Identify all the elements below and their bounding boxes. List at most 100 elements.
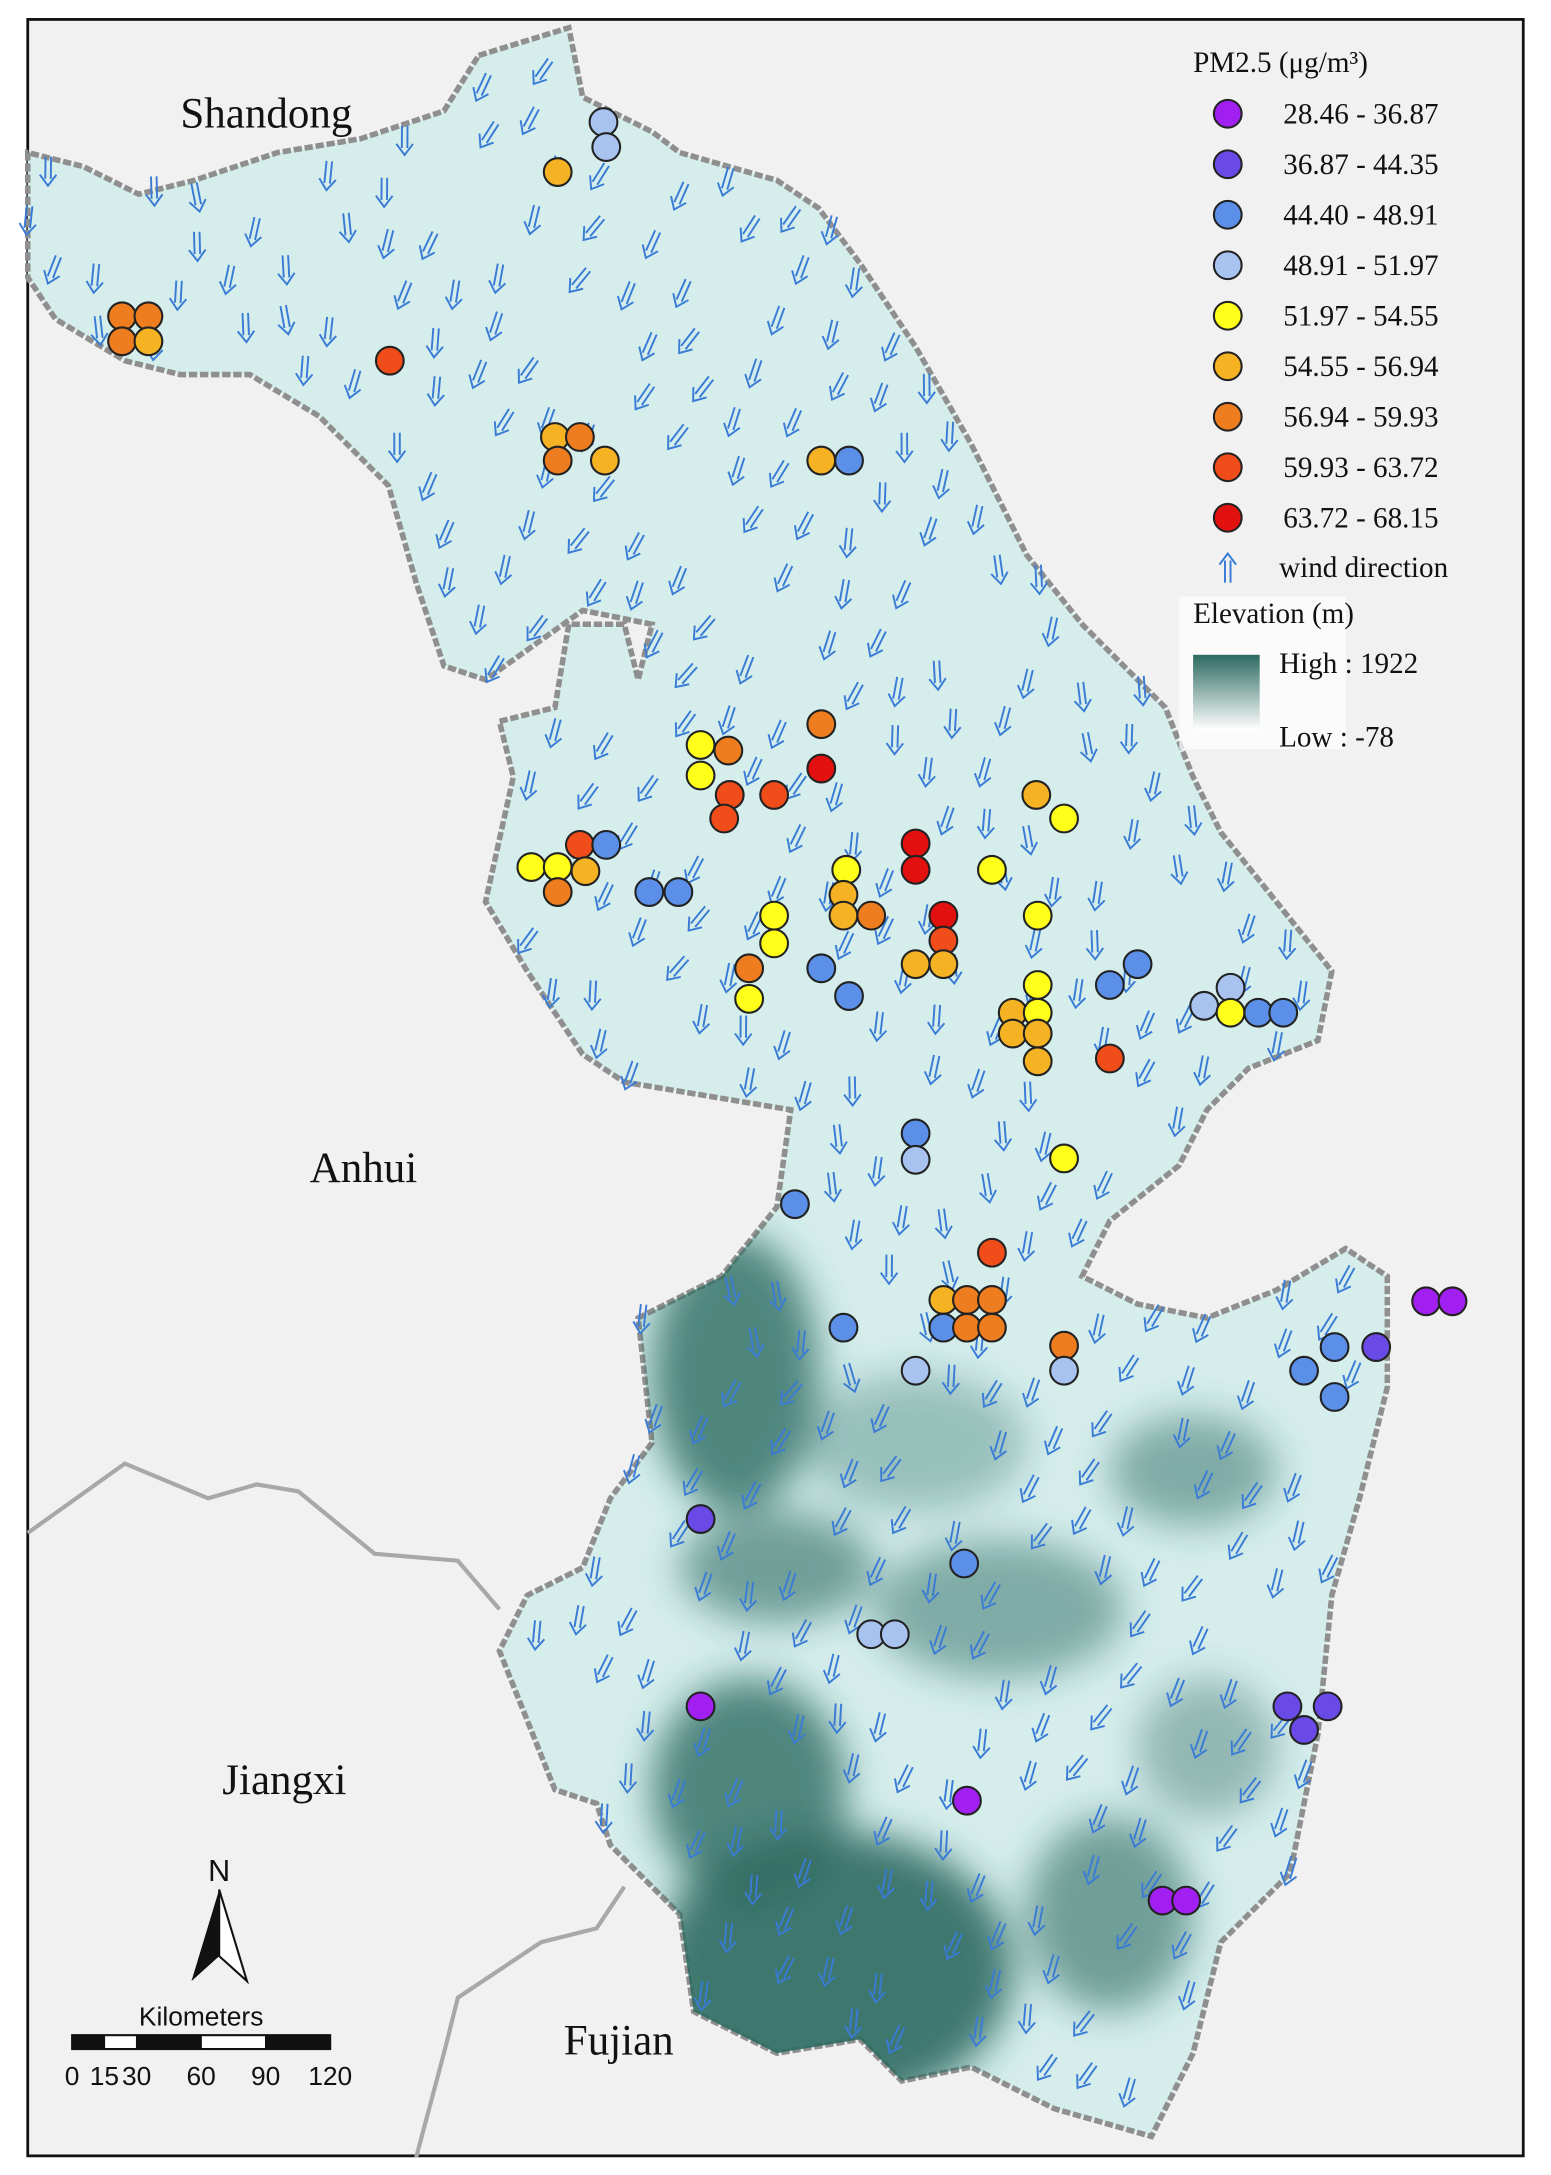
wind-arrow [741,1480,762,1510]
wind-arrow [979,1172,997,1204]
wind-arrow [723,406,741,438]
wind-arrow [928,660,947,692]
wind-arrow [583,980,602,1012]
wind-arrow [1019,1081,1038,1113]
elevation-low: Low : -78 [1279,721,1394,753]
station [952,1312,982,1343]
station [759,780,790,810]
wind-arrow [943,708,962,740]
wind-arrow [672,278,692,309]
station [1021,780,1052,810]
scale-bar-segment [136,2035,202,2050]
wind-arrow [766,305,786,336]
legend-swatch [1212,502,1243,533]
wind-arrow [484,654,505,684]
wind-arrow [869,382,889,413]
wind-arrow [769,1809,788,1841]
wind-arrow [641,229,662,260]
wind-arrow [1237,913,1256,944]
wind-arrow [838,527,857,559]
province-label: Anhui [310,1145,418,1192]
wind-arrow [1227,1531,1249,1560]
station [1094,970,1125,1000]
wind-arrow [1120,1662,1143,1689]
wind-arrow [744,1874,763,1906]
station [834,981,864,1011]
wind-arrow [387,432,407,464]
elevation-title: Elevation (m) [1193,598,1354,630]
wind-arrow [842,1362,861,1394]
wind-arrow [1019,1760,1037,1792]
station [1094,1043,1125,1074]
station [828,1312,859,1343]
station [516,852,547,882]
wind-arrow [277,304,296,336]
station [759,900,790,931]
wind-arrow [188,231,207,263]
north-label: N [208,1854,230,1888]
province-boundary [26,1461,627,2158]
wind-arrow [917,373,936,405]
station [879,1619,910,1650]
wind-arrow [934,1830,953,1862]
station [374,345,405,376]
wind-arrow [568,267,592,294]
station [1022,970,1053,1000]
station [952,1284,982,1315]
wind-arrow [1121,1765,1140,1796]
wind-arrow [38,156,58,188]
province-label: Fujian [564,2018,674,2065]
wind-arrow [943,1930,964,1961]
station [1243,997,1274,1028]
wind-arrow [880,1455,902,1483]
wind-arrow [987,1921,1007,1951]
wind-arrow [932,468,950,500]
wind-arrow [669,1520,691,1548]
wind-arrow [689,1415,709,1445]
station [588,107,619,137]
wind-arrow [927,1004,946,1036]
wind-arrow [618,1763,637,1794]
station [709,803,740,834]
wind-arrow [774,1955,795,1985]
wind-arrow [1176,1365,1195,1396]
wind-arrow [1020,824,1039,856]
legend-swatch [1212,300,1243,331]
station [1022,900,1053,931]
station [780,1189,810,1220]
station [806,953,837,984]
wind-arrow [544,717,563,749]
wind-arrow [589,1028,608,1060]
legend-swatch [1212,250,1243,281]
wind-arrow [868,1972,887,2004]
wind-arrow [770,1427,792,1456]
wind-arrow [1043,1425,1064,1456]
wind-arrow [773,1029,791,1061]
province-label: Jiangxi [222,1757,346,1804]
wind-arrow [994,1679,1013,1711]
station [806,445,837,476]
wind-arrow [887,676,906,708]
wind-arrow [1019,1474,1040,1504]
wind-arrow [1118,2077,1136,2108]
station [1022,1018,1053,1049]
wind-arrow [517,356,539,384]
station [542,852,573,882]
wind-arrow [90,315,109,347]
wind-arrow [1219,1678,1238,1710]
wind-arrow [726,1826,745,1858]
wind-arrow [478,120,500,149]
station [997,1018,1028,1049]
wind-arrow [1039,1664,1058,1696]
wind-arrow [1119,723,1139,755]
station [133,301,164,332]
wind-arrow [518,509,536,541]
wind-arrow [638,331,658,362]
wind-arrow [821,319,840,351]
wind-arrow [818,630,837,661]
wind-arrow [721,1379,742,1408]
wind-arrow [519,770,538,802]
wind-arrow [1166,1677,1186,1708]
wind-arrow [145,176,164,208]
wind-arrow [892,579,912,610]
